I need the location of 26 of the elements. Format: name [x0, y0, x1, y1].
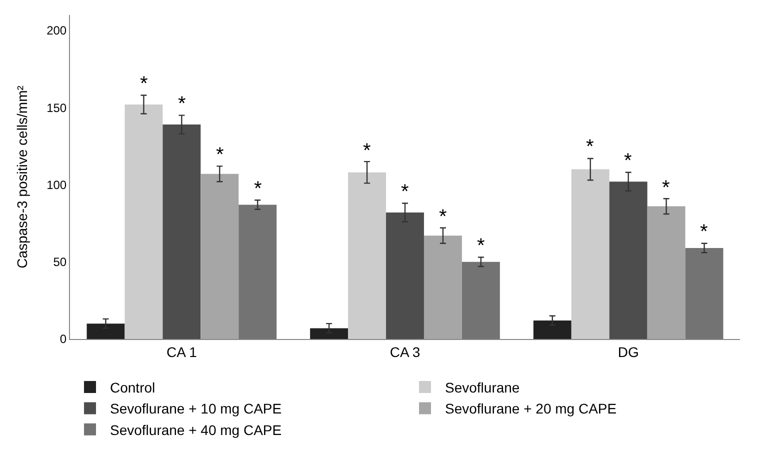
data-label: * [216, 144, 224, 166]
y-tick-label: 0 [60, 332, 67, 346]
legend-label: Sevoflurane [445, 379, 520, 396]
legend-label: Sevoflurane + 20 mg CAPE [445, 400, 617, 417]
y-tick-label: 100 [46, 178, 67, 192]
data-label: * [662, 177, 670, 199]
data-label: * [363, 140, 371, 162]
x-tick-label: DG [618, 344, 639, 360]
x-tick-label: CA 3 [390, 344, 420, 360]
data-label: * [700, 221, 708, 243]
y-tick-label: 50 [53, 255, 67, 270]
data-label: * [624, 150, 632, 172]
data-label: * [401, 181, 409, 203]
x-tick-label: CA 1 [166, 344, 198, 360]
data-label: * [477, 235, 485, 257]
legend-label: Sevoflurane + 40 mg CAPE [110, 422, 282, 438]
legend-label: Control [110, 379, 156, 396]
data-label: * [586, 136, 594, 158]
data-label: * [178, 93, 186, 115]
data-label: * [254, 178, 262, 200]
data-label: * [439, 206, 447, 228]
legend-label: Sevoflurane + 10 mg CAPE [110, 400, 282, 417]
y-tick-label: 200 [46, 24, 67, 38]
y-tick-label: 150 [46, 100, 67, 115]
data-label: * [140, 73, 148, 95]
y-axis-title: Caspase-3 positive cells/mm² [14, 85, 30, 268]
